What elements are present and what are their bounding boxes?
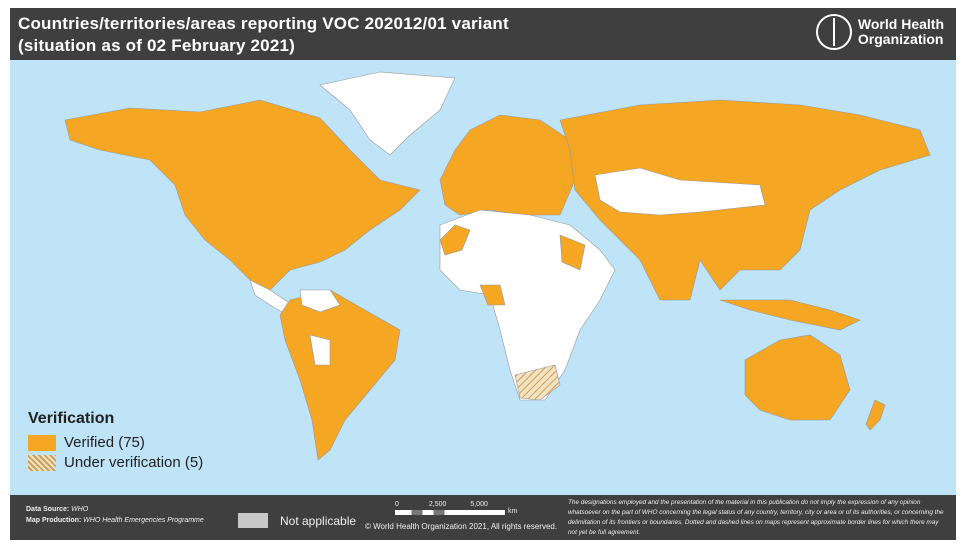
region-southeast-asia (719, 299, 861, 331)
scale-tick: 2,500 (428, 501, 447, 508)
scale-tick: 5,000 (470, 501, 488, 508)
verified-swatch (28, 434, 56, 451)
map-production-label: Map Production: (26, 517, 82, 524)
credits: Data Source: WHO Map Production: WHO Hea… (26, 504, 204, 526)
data-source-label: Data Source: (26, 506, 70, 513)
org-name-line1: World Health (857, 16, 944, 32)
region-greenland (319, 71, 456, 156)
legend-item-under-verification: Under verification (5) (28, 454, 203, 471)
not-applicable-swatch (238, 513, 268, 528)
region-central-asia-unreported (594, 167, 766, 216)
map-subtitle: (situation as of 02 February 2021) (18, 36, 295, 55)
disclaimer: The designations employed and the presen… (568, 499, 944, 536)
legend-item-verified: Verified (75) (28, 434, 203, 451)
scale-bar: 0 2,500 5,000 km (395, 501, 525, 515)
header-bar: Countries/territories/areas reporting VO… (10, 8, 956, 60)
region-south-africa-under-verification (514, 364, 561, 401)
legend: Verification Verified (75) Under verific… (28, 410, 203, 474)
scale-unit: km (508, 508, 518, 515)
org-name-line2: Organization (857, 31, 944, 47)
region-south-america (279, 289, 401, 461)
under-verification-swatch (28, 454, 56, 471)
scale-tick: 0 (395, 501, 399, 508)
region-africa-verified (439, 224, 586, 306)
not-applicable-label: Not applicable (280, 514, 357, 528)
legend-label: Verified (75) (64, 434, 145, 451)
data-source: WHO (71, 506, 89, 513)
map-title: Countries/territories/areas reporting VO… (18, 14, 509, 33)
legend-label: Under verification (5) (64, 454, 204, 471)
who-logo: World Health Organization (815, 14, 944, 50)
region-australia (744, 334, 851, 421)
copyright: © World Health Organization 2021, All ri… (365, 522, 558, 531)
world-map (10, 60, 956, 495)
region-north-america (64, 99, 421, 291)
footer-bar: Data Source: WHO Map Production: WHO Hea… (10, 495, 956, 540)
map-production: WHO Health Emergencies Programme (83, 517, 204, 524)
who-emblem-icon (815, 14, 852, 50)
region-new-zealand (865, 399, 886, 431)
legend-title: Verification (28, 410, 115, 427)
region-south-america-unreported (299, 289, 341, 366)
